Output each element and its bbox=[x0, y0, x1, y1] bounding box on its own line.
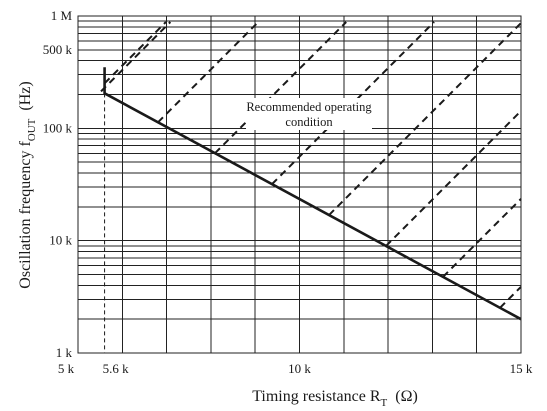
x-tick-label: 5 k bbox=[58, 361, 75, 376]
y-axis-title-main: Oscillation frequency f bbox=[17, 141, 34, 289]
hatch-line bbox=[157, 21, 259, 123]
y-tick-label: 100 k bbox=[43, 120, 73, 135]
y-tick-label: 500 k bbox=[43, 42, 73, 57]
recommended-region-hatching bbox=[100, 21, 522, 309]
y-axis-title-unit: (Hz) bbox=[17, 81, 34, 110]
annotation-line-1: Recommended operating bbox=[246, 100, 372, 114]
hatch-line bbox=[385, 110, 522, 247]
hatch-line bbox=[100, 21, 172, 93]
x-tick-label: 10 k bbox=[288, 361, 311, 376]
x-tick-label: 5.6 k bbox=[103, 361, 130, 376]
plot-frame bbox=[77, 15, 522, 354]
limit-line bbox=[103, 67, 522, 321]
hatch-line bbox=[328, 22, 522, 216]
y-axis-title: Oscillation frequency fOUT (Hz) bbox=[17, 81, 38, 288]
y-tick-label: 1 M bbox=[51, 8, 73, 23]
hatch-line bbox=[214, 21, 347, 154]
hatch-line bbox=[499, 286, 522, 309]
x-axis-title-main: Timing resistance R bbox=[252, 388, 381, 405]
annotation-line-2: condition bbox=[285, 115, 333, 129]
y-tick-label: 10 k bbox=[49, 233, 72, 248]
limit-series-layer bbox=[103, 67, 522, 321]
y-tick-labels: 1 k 10 k 100 k 500 k 1 M bbox=[43, 8, 73, 360]
x-axis-title-sub: T bbox=[381, 397, 388, 409]
x-axis-title-unit: (Ω) bbox=[395, 388, 418, 405]
x-axis-title: Timing resistance RT (Ω) bbox=[252, 388, 418, 409]
hatch-line bbox=[442, 198, 522, 278]
x-tick-label: 15 k bbox=[510, 361, 533, 376]
y-tick-label: 1 k bbox=[56, 345, 73, 360]
hatch-line bbox=[103, 21, 167, 85]
y-axis-title-sub: OUT bbox=[26, 118, 38, 141]
annotation-background bbox=[246, 98, 372, 130]
grid-lines bbox=[78, 16, 521, 353]
x-tick-labels: 5 k 5.6 k 10 k 15 k bbox=[58, 361, 533, 376]
